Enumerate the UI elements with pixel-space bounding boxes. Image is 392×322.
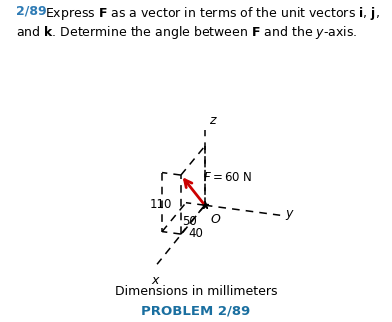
Text: 40: 40 bbox=[188, 227, 203, 240]
Text: 2/89: 2/89 bbox=[16, 5, 46, 18]
Text: $F = 60\ \mathrm{N}$: $F = 60\ \mathrm{N}$ bbox=[203, 171, 252, 184]
Text: PROBLEM 2/89: PROBLEM 2/89 bbox=[142, 304, 250, 317]
Text: 50: 50 bbox=[182, 215, 196, 228]
Text: Dimensions in millimeters: Dimensions in millimeters bbox=[115, 285, 277, 298]
Text: $O$: $O$ bbox=[210, 213, 221, 226]
Text: $x$: $x$ bbox=[151, 274, 161, 287]
Text: Express $\mathbf{F}$ as a vector in terms of the unit vectors $\mathbf{i}$, $\ma: Express $\mathbf{F}$ as a vector in term… bbox=[45, 5, 380, 22]
Text: $z$: $z$ bbox=[209, 114, 218, 128]
Text: 110: 110 bbox=[150, 198, 172, 211]
Text: $y$: $y$ bbox=[285, 208, 295, 222]
Text: and $\mathbf{k}$. Determine the angle between $\mathbf{F}$ and the $y$-axis.: and $\mathbf{k}$. Determine the angle be… bbox=[16, 24, 357, 41]
